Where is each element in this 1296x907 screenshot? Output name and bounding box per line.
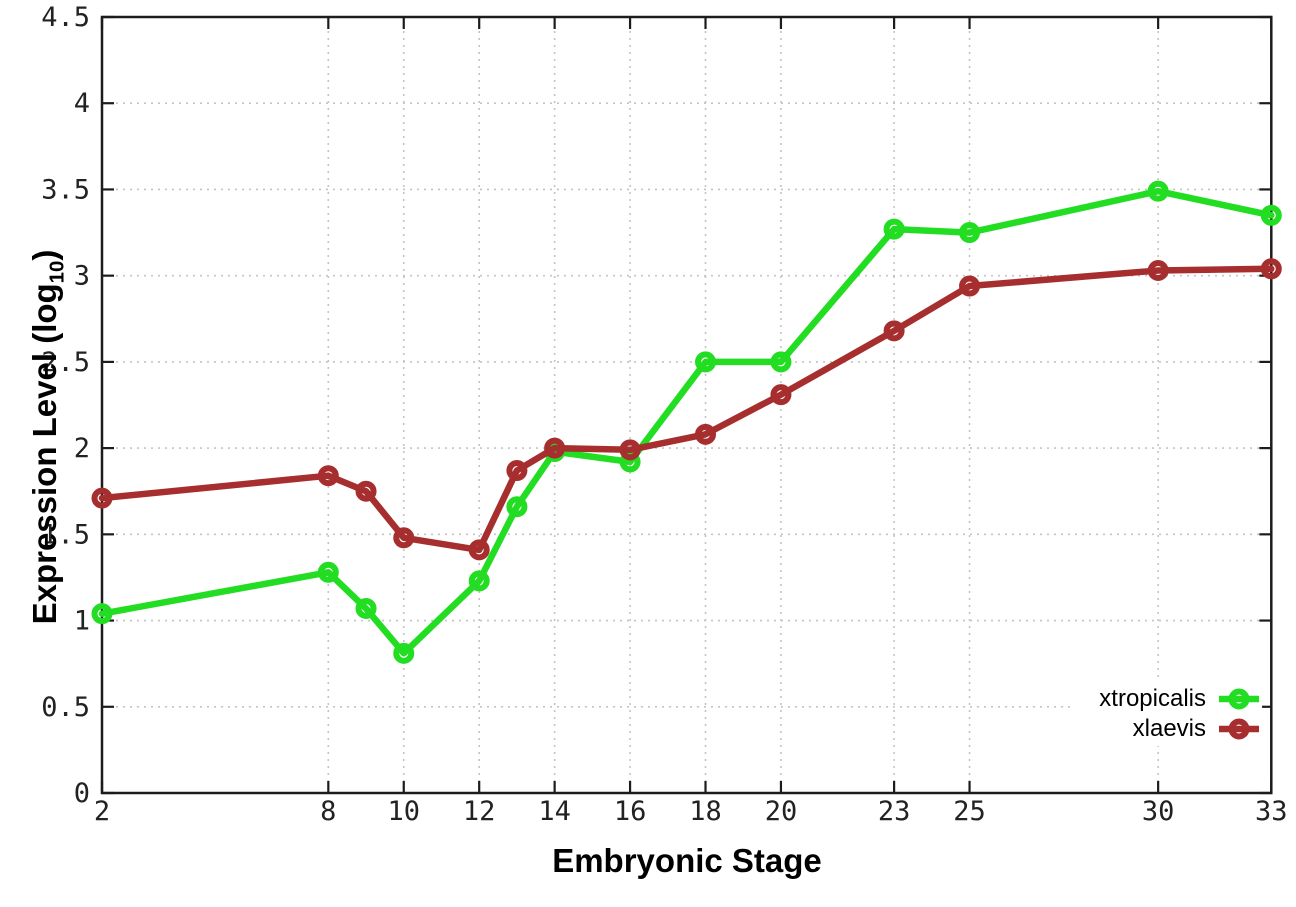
data-point-xtropicalis [770,351,792,373]
x-tick-label: 16 [614,796,647,827]
x-tick-label: 23 [878,796,911,827]
data-point-xtropicalis [468,570,490,592]
x-axis-label: Embryonic Stage [552,842,822,879]
data-point-xlaevis [91,487,113,509]
data-point-xlaevis [506,460,528,482]
x-tick-label: 25 [953,796,986,827]
x-tick-label: 2 [94,796,110,827]
data-point-xlaevis [959,275,981,297]
data-point-xlaevis [544,437,566,459]
data-point-xlaevis [468,539,490,561]
y-axis-label-text: Expression Level (log [26,283,63,625]
series-line-xlaevis [98,265,1275,554]
data-point-xtropicalis [1260,204,1282,226]
y-tick-label: 2 [74,433,90,464]
data-point-xlaevis [883,320,905,342]
x-tick-label: 20 [765,796,798,827]
data-point-xtropicalis [506,496,528,518]
x-tick-label: 14 [538,796,571,827]
x-tick-label: 12 [463,796,496,827]
data-point-xlaevis [770,384,792,406]
data-point-xlaevis [619,439,641,461]
data-point-xtropicalis [959,222,981,244]
data-point-xtropicalis [393,642,415,664]
data-point-xlaevis [1147,259,1169,281]
data-point-xtropicalis [1147,180,1169,202]
y-tick-label: 3.5 [41,174,90,205]
series-line-xtropicalis [98,187,1275,657]
y-tick-label: 2.5 [41,347,90,378]
y-tick-label: 0.5 [41,692,90,723]
data-point-xtropicalis [695,351,717,373]
x-tick-label: 30 [1142,796,1175,827]
y-tick-label: 4.5 [41,2,90,33]
y-tick-label: 3 [74,261,90,292]
data-point-xtropicalis [355,597,377,619]
plot-border [100,15,1273,795]
y-tick-label: 1 [74,606,90,637]
x-tick-label: 33 [1255,796,1288,827]
data-point-xlaevis [393,527,415,549]
data-point-xlaevis [355,480,377,502]
legend-item-xtropicalis: xtropicalis [1099,684,1260,714]
legend-marker-icon [1228,718,1250,740]
x-tick-label: 10 [387,796,420,827]
legend-sample-xtropicalis [1219,688,1259,710]
x-tick-label: 8 [320,796,336,827]
y-tick-label: 4 [74,88,90,119]
legend-label-xlaevis: xlaevis [1132,715,1206,742]
legend: xtropicalis xlaevis [1071,682,1262,746]
y-tick-label: 0 [74,778,90,809]
data-point-xtropicalis [91,603,113,625]
x-tick-label: 18 [689,796,722,827]
data-point-xtropicalis [883,218,905,240]
legend-label-xtropicalis: xtropicalis [1099,685,1206,712]
data-point-xlaevis [1260,258,1282,280]
data-point-xlaevis [317,465,339,487]
legend-marker-icon [1228,688,1250,710]
legend-sample-xlaevis [1219,718,1259,740]
data-point-xtropicalis [317,561,339,583]
y-axis-label: Expression Level (log10) [20,206,70,668]
y-axis-label-suffix: ) [26,249,63,261]
legend-item-xlaevis: xlaevis [1099,714,1260,744]
data-point-xlaevis [695,423,717,445]
y-tick-label: 1.5 [41,519,90,550]
y-axis-label-subscript: 10 [45,260,69,284]
